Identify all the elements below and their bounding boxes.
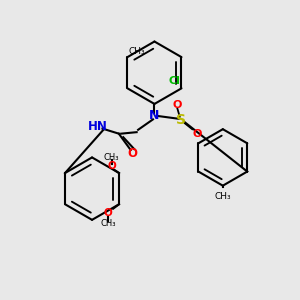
Text: O: O: [192, 129, 202, 139]
Text: HN: HN: [88, 120, 108, 133]
Text: O: O: [172, 100, 182, 110]
Text: CH₃: CH₃: [100, 219, 116, 228]
Text: CH₃: CH₃: [214, 192, 231, 201]
Text: O: O: [103, 208, 112, 218]
Text: O: O: [127, 147, 137, 160]
Text: O: O: [107, 161, 116, 172]
Text: Cl: Cl: [168, 76, 180, 86]
Text: N: N: [149, 109, 160, 122]
Text: S: S: [176, 113, 186, 127]
Text: CH₃: CH₃: [104, 153, 119, 162]
Text: CH₃: CH₃: [129, 46, 146, 56]
